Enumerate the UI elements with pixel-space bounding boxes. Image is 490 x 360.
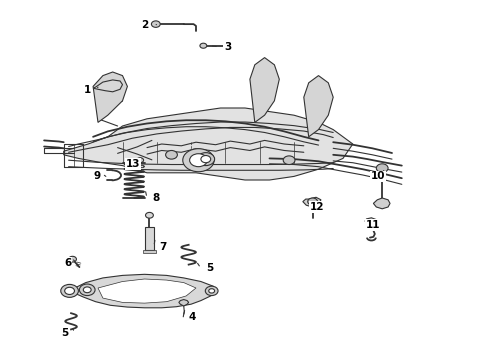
- Circle shape: [151, 21, 160, 27]
- Text: 11: 11: [366, 220, 381, 230]
- Polygon shape: [64, 108, 353, 180]
- Polygon shape: [179, 300, 189, 306]
- Text: 8: 8: [152, 193, 159, 203]
- Polygon shape: [93, 80, 122, 92]
- Polygon shape: [304, 76, 333, 137]
- Text: 13: 13: [126, 159, 141, 169]
- Text: 5: 5: [62, 328, 69, 338]
- Text: 6: 6: [64, 258, 71, 268]
- Text: 9: 9: [94, 171, 100, 181]
- Bar: [143, 250, 156, 253]
- Circle shape: [205, 286, 218, 296]
- Circle shape: [183, 149, 214, 172]
- Polygon shape: [303, 197, 321, 207]
- Circle shape: [166, 150, 177, 159]
- Polygon shape: [373, 198, 390, 209]
- Bar: [138, 165, 143, 167]
- Text: 7: 7: [159, 242, 167, 252]
- Text: 3: 3: [224, 42, 231, 52]
- Polygon shape: [70, 274, 216, 308]
- Circle shape: [283, 156, 295, 165]
- Circle shape: [200, 43, 207, 48]
- Circle shape: [65, 287, 74, 294]
- Circle shape: [190, 154, 207, 167]
- Polygon shape: [98, 279, 196, 303]
- Circle shape: [209, 289, 215, 293]
- Polygon shape: [365, 218, 378, 228]
- Text: 2: 2: [141, 20, 148, 30]
- Circle shape: [83, 287, 91, 293]
- Circle shape: [201, 156, 211, 163]
- Polygon shape: [250, 58, 279, 122]
- Circle shape: [376, 164, 388, 172]
- Circle shape: [137, 158, 144, 163]
- Circle shape: [308, 198, 318, 205]
- Text: 12: 12: [310, 202, 324, 212]
- Text: 10: 10: [371, 171, 386, 181]
- Circle shape: [197, 153, 215, 166]
- Text: 4: 4: [188, 312, 196, 322]
- Bar: [145, 227, 154, 250]
- Circle shape: [61, 284, 78, 297]
- Circle shape: [69, 256, 76, 262]
- Text: 1: 1: [84, 85, 91, 95]
- Circle shape: [79, 284, 95, 296]
- Polygon shape: [93, 72, 127, 122]
- Text: 5: 5: [206, 263, 213, 273]
- Circle shape: [146, 212, 153, 218]
